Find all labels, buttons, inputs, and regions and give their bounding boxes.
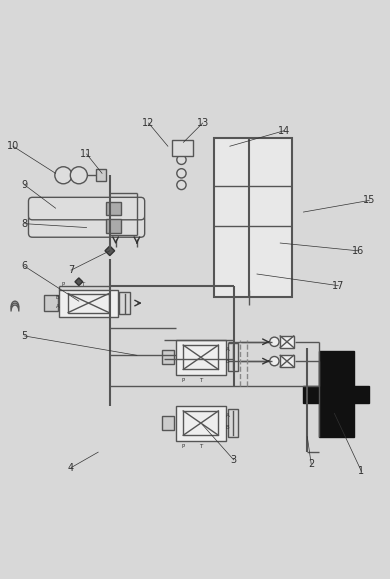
Text: 5: 5 bbox=[21, 331, 28, 341]
Text: 9: 9 bbox=[21, 180, 28, 190]
Bar bbox=[215, 138, 292, 297]
Bar bbox=[228, 409, 238, 437]
Text: T: T bbox=[81, 281, 84, 287]
Circle shape bbox=[270, 357, 279, 366]
Circle shape bbox=[70, 167, 87, 184]
Text: B: B bbox=[226, 359, 230, 364]
Bar bbox=[44, 295, 58, 311]
Text: 6: 6 bbox=[21, 261, 28, 272]
Text: B: B bbox=[226, 425, 230, 430]
Text: T: T bbox=[199, 379, 202, 383]
Text: 3: 3 bbox=[230, 455, 237, 465]
Text: 8: 8 bbox=[21, 219, 28, 229]
Bar bbox=[106, 219, 121, 233]
Bar bbox=[172, 141, 193, 156]
FancyBboxPatch shape bbox=[28, 197, 145, 220]
Circle shape bbox=[177, 144, 186, 153]
Text: P: P bbox=[62, 281, 65, 287]
Text: 14: 14 bbox=[278, 126, 290, 135]
Circle shape bbox=[177, 155, 186, 164]
Polygon shape bbox=[105, 246, 115, 255]
Bar bbox=[162, 416, 174, 430]
Text: 10: 10 bbox=[7, 141, 19, 151]
Text: 13: 13 bbox=[197, 118, 209, 128]
Text: P: P bbox=[182, 379, 185, 383]
Bar bbox=[176, 340, 226, 375]
Bar bbox=[59, 290, 117, 317]
Text: 11: 11 bbox=[80, 149, 93, 159]
Circle shape bbox=[177, 168, 186, 178]
Bar bbox=[119, 292, 130, 314]
Text: A: A bbox=[56, 303, 59, 309]
FancyBboxPatch shape bbox=[28, 215, 145, 237]
Polygon shape bbox=[228, 164, 235, 171]
Circle shape bbox=[270, 337, 279, 346]
Text: 12: 12 bbox=[142, 118, 155, 128]
Polygon shape bbox=[228, 201, 235, 208]
Bar bbox=[106, 202, 121, 215]
Circle shape bbox=[55, 167, 72, 184]
Bar bbox=[183, 345, 218, 369]
Polygon shape bbox=[75, 278, 83, 285]
Text: 16: 16 bbox=[351, 245, 364, 256]
Bar bbox=[303, 386, 369, 402]
Text: T: T bbox=[199, 444, 202, 449]
Bar bbox=[68, 294, 109, 313]
Text: P: P bbox=[182, 444, 185, 449]
Bar bbox=[183, 411, 218, 435]
Bar bbox=[176, 406, 226, 441]
Bar bbox=[280, 356, 294, 367]
Text: 4: 4 bbox=[68, 463, 74, 472]
Bar bbox=[228, 343, 238, 371]
Bar bbox=[162, 350, 174, 364]
Text: A: A bbox=[226, 413, 230, 418]
Bar bbox=[96, 170, 106, 181]
Bar bbox=[280, 336, 294, 347]
Circle shape bbox=[177, 180, 186, 189]
Text: 2: 2 bbox=[308, 459, 314, 469]
Bar bbox=[319, 351, 354, 437]
Text: 17: 17 bbox=[332, 281, 344, 291]
Text: 7: 7 bbox=[68, 265, 74, 275]
Text: A: A bbox=[226, 347, 230, 353]
Text: 1: 1 bbox=[358, 467, 365, 477]
Text: 15: 15 bbox=[363, 196, 376, 206]
Text: B: B bbox=[56, 295, 59, 299]
